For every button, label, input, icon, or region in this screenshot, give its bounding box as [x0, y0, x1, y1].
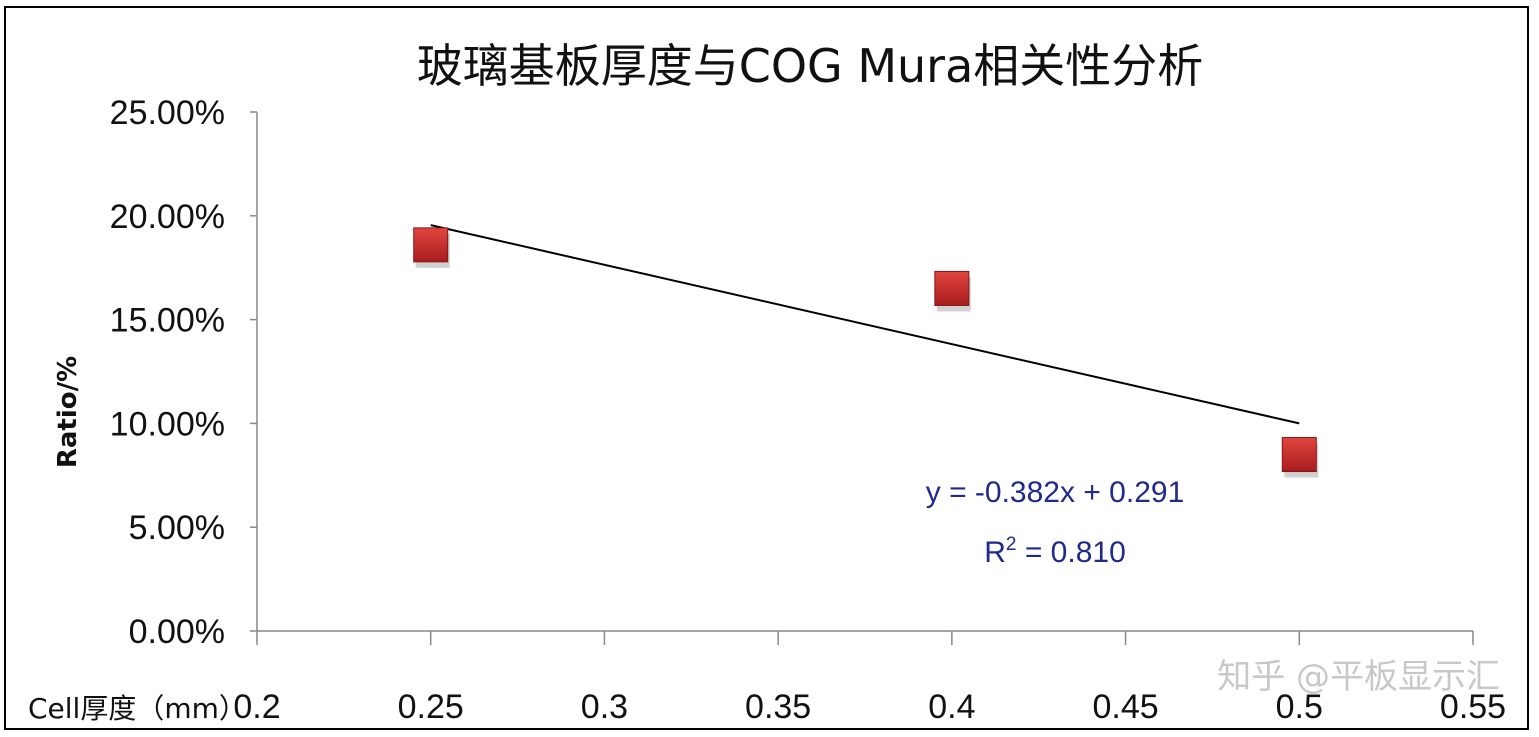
r2-prefix: R [984, 536, 1006, 569]
data-points [413, 227, 1319, 478]
x-tick-label: 0.25 [398, 688, 464, 726]
x-tick-label: 0.35 [745, 688, 811, 726]
watermark: 知乎 @平板显示汇 [1217, 657, 1500, 697]
data-point-marker [934, 270, 970, 306]
r-squared-label: R2 = 0.810 [984, 534, 1126, 569]
x-tick-label: 0.5 [1276, 688, 1323, 726]
y-tick-label: 0.00% [129, 613, 225, 651]
data-point-marker [1281, 437, 1317, 473]
chart-frame [4, 6, 1529, 730]
y-tick-label: 25.00% [110, 94, 225, 132]
x-tick-label: 0.45 [1092, 688, 1158, 726]
y-tick-label: 5.00% [129, 509, 225, 547]
x-tick-label: 0.2 [233, 688, 280, 726]
data-point [413, 227, 450, 268]
trendline-group [430, 224, 1300, 425]
y-ticks: 0.00% 5.00% 10.00% 15.00% 20.00% 25.00% [110, 94, 257, 651]
data-point [1281, 437, 1319, 478]
chart-title: 玻璃基板厚度与COG Mura相关性分析 [417, 39, 1204, 93]
data-point-marker [413, 227, 449, 263]
y-axis-label: Ratio/% [53, 356, 83, 468]
x-tick-label: 0.4 [928, 688, 975, 726]
y-tick-label: 10.00% [110, 405, 225, 443]
axes [256, 112, 1473, 632]
x-ticks: 0.2 0.25 0.3 0.35 0.4 0.45 0.5 0.55 [233, 631, 1506, 726]
r2-suffix: = 0.810 [1016, 536, 1125, 569]
trendline-equation: y = -0.382x + 0.291 [926, 476, 1185, 509]
x-tick-label: 0.3 [581, 688, 628, 726]
r2-superscript: 2 [1006, 534, 1017, 555]
data-point [934, 270, 971, 312]
y-tick-label: 20.00% [110, 198, 225, 236]
x-axis-label: Cell厚度（mm） [28, 692, 247, 725]
trendline [430, 224, 1300, 425]
y-tick-label: 15.00% [110, 302, 225, 340]
x-tick-label: 0.55 [1440, 688, 1506, 726]
